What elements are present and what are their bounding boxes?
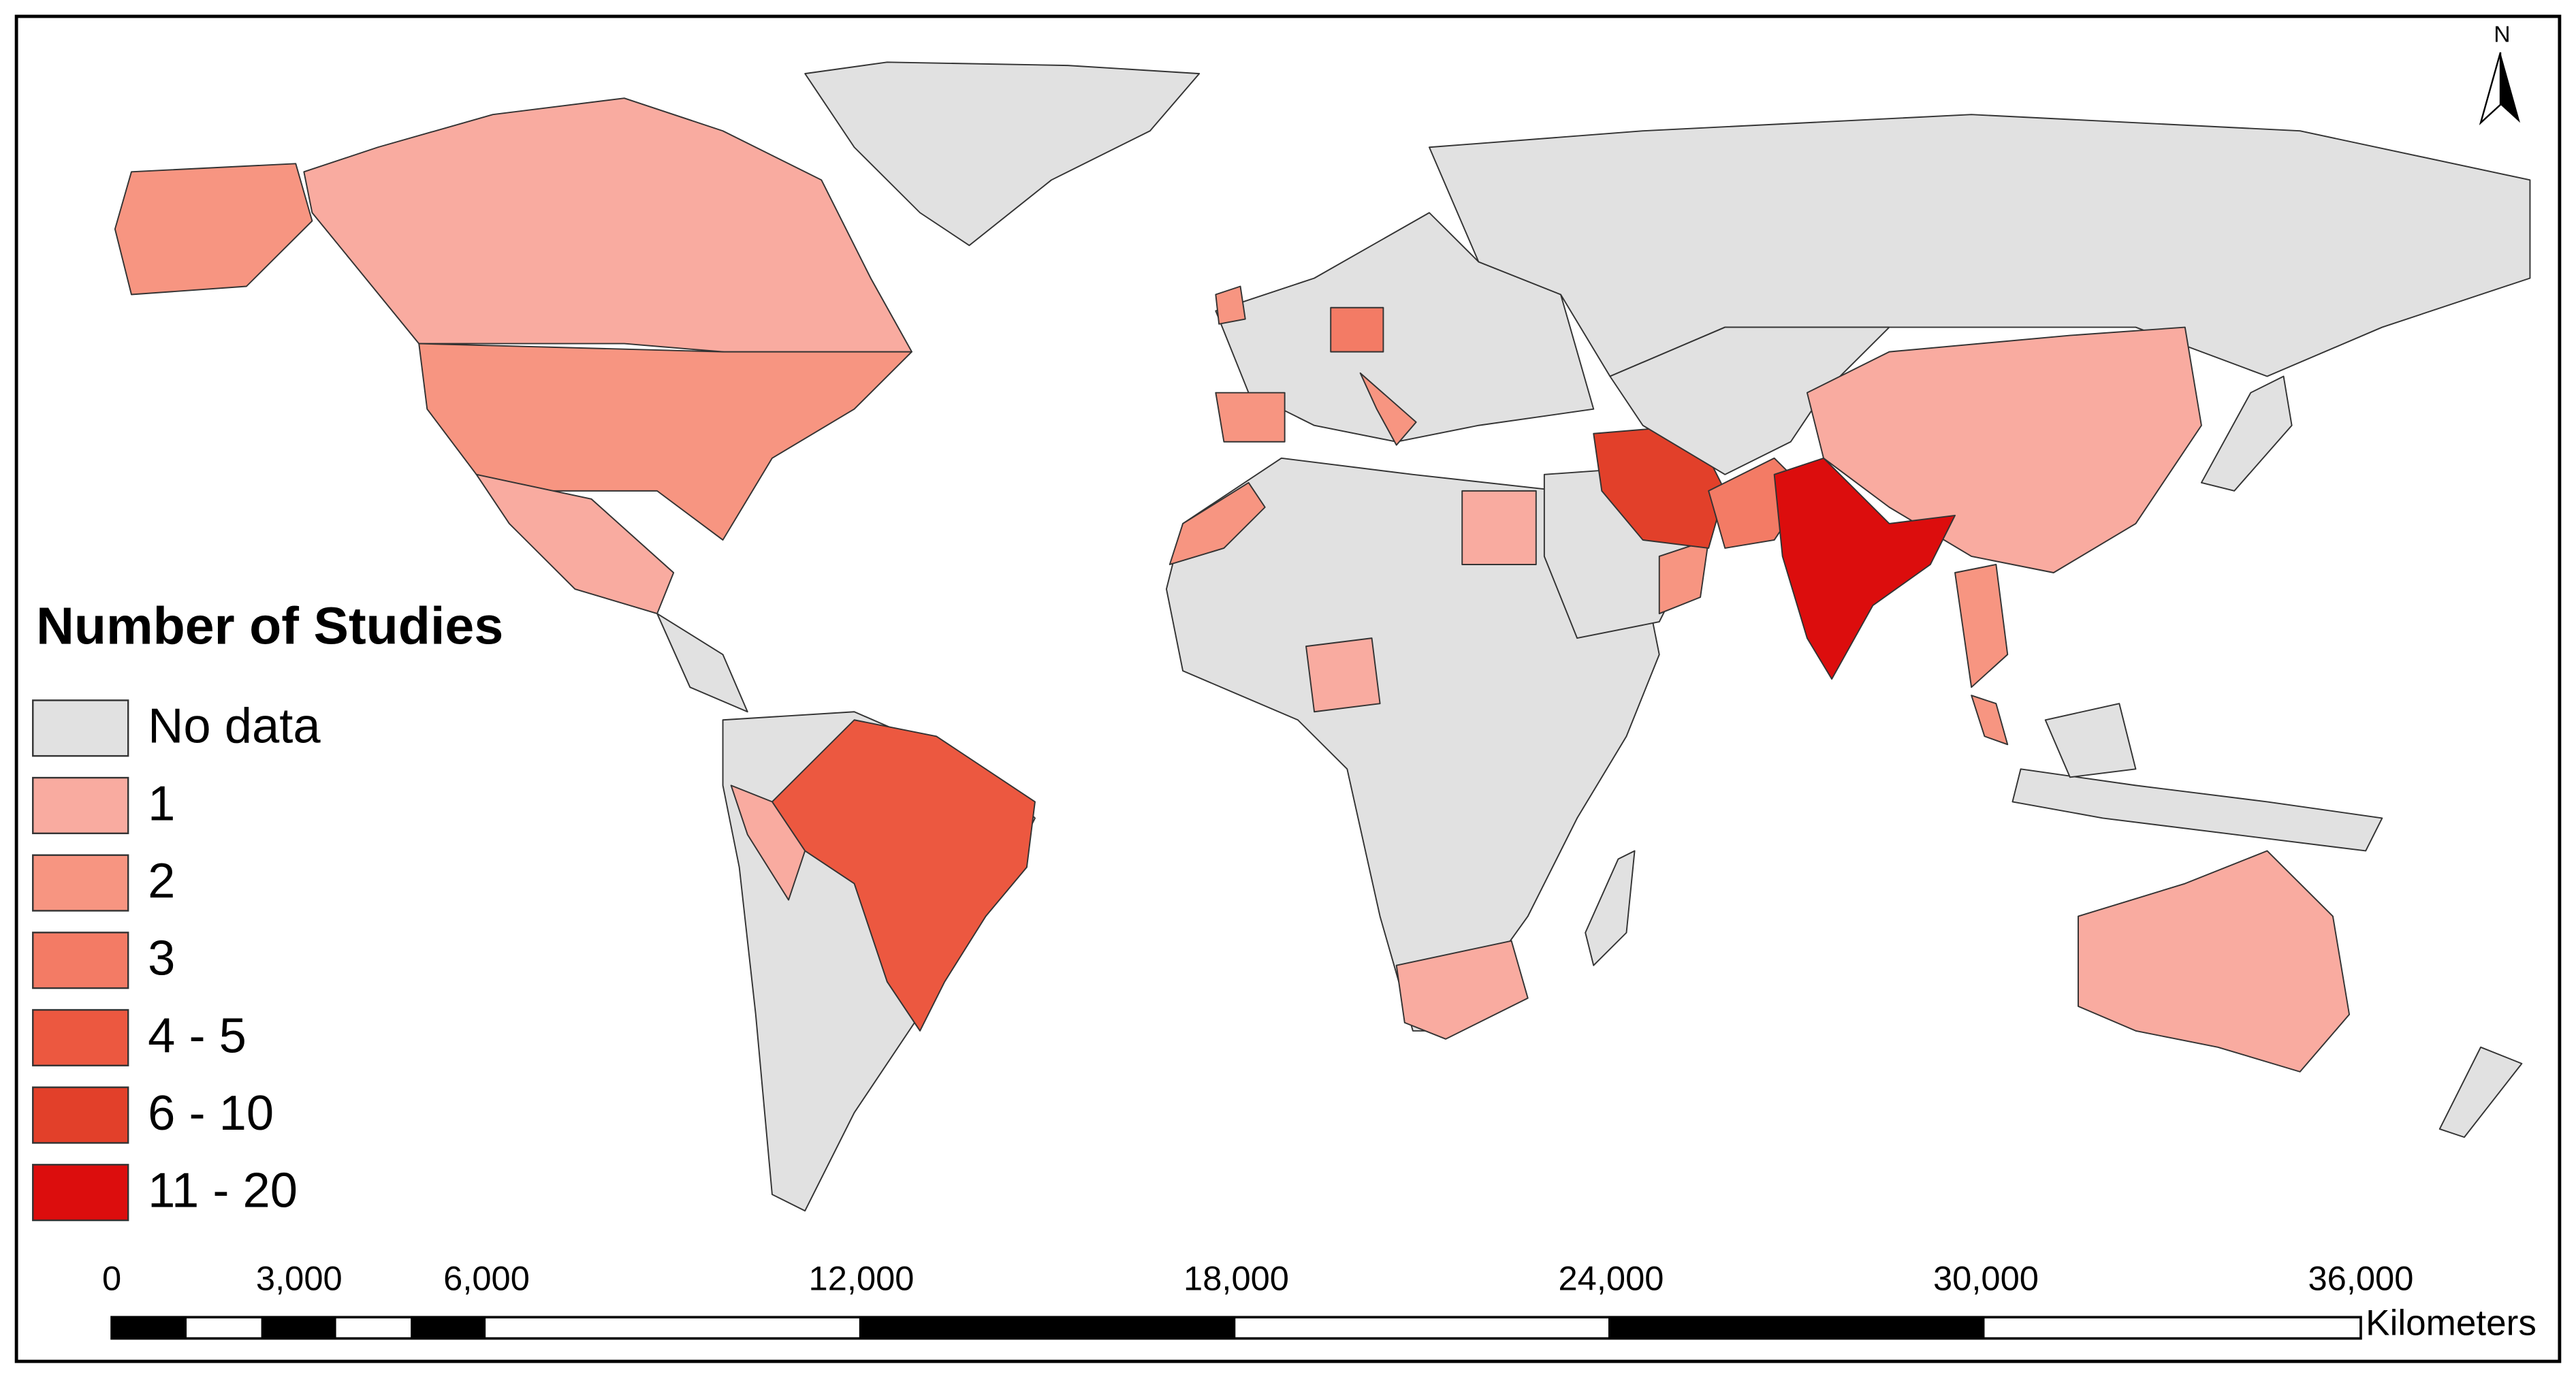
india [1773,457,1956,680]
italy [1359,372,1417,446]
germany [1330,306,1384,353]
greenland [804,61,1200,247]
legend-label: 6 - 10 [148,1086,274,1141]
indonesia [2011,768,2383,852]
japan [2200,375,2293,492]
china [1806,326,2202,573]
scale-bar-segment [859,1317,1236,1339]
legend-swatch [32,854,129,912]
legend-swatch [32,1009,129,1066]
north-arrow: N [2479,22,2520,125]
africa [1166,457,1660,1032]
morocco [1168,481,1266,565]
scale-tick-label: 6,000 [443,1259,530,1298]
scale-bar-segment [112,1317,187,1339]
egypt [1461,490,1537,565]
alaska [114,163,313,296]
legend: No data 1 2 3 4 - 5 6 - 10 11 - 20 [32,699,321,1222]
scale-bar-segment [411,1317,486,1339]
central-asia [1609,326,1890,475]
madagascar [1585,850,1636,966]
legend-swatch [32,1164,129,1222]
legend-swatch [32,699,129,757]
countries [114,61,2531,1212]
legend-label: 1 [148,776,175,831]
north-label: N [2494,22,2510,48]
central-america [656,613,748,713]
australia [2078,850,2351,1073]
thailand [1954,564,2009,688]
scale-unit: Kilometers [2366,1303,2537,1343]
legend-label: 3 [148,932,175,986]
scale-bar-segment [261,1317,336,1339]
peru [730,784,806,901]
scale-bar-segment [1608,1317,1985,1339]
scale-tick-label: 18,000 [1183,1259,1289,1298]
nigeria [1305,637,1381,713]
new-zealand [2438,1046,2523,1138]
brazil [771,719,1036,1032]
russia [1429,114,2531,377]
spain [1215,392,1286,443]
canada [303,97,912,377]
north-arrow-half [2500,52,2520,123]
legend-swatch [32,932,129,989]
uk [1215,285,1246,325]
borneo [2044,703,2137,778]
legend-swatch [32,1086,129,1144]
malaysia [1971,695,2009,746]
legend-swatch [32,776,129,834]
legend-label: 4 - 5 [148,1009,247,1063]
scale-tick-label: 0 [102,1259,121,1298]
north-arrow-half [2479,52,2502,125]
legend-title: Number of Studies [36,597,503,656]
scale-tick-label: 30,000 [1933,1259,2039,1298]
legend-label: 2 [148,854,175,908]
scale-tick-label: 12,000 [809,1259,915,1298]
scale-bar: Kilometers 0 3,000 6,000 12,000 18,000 24,000… [102,1259,2537,1343]
scale-tick-label: 36,000 [2308,1259,2413,1298]
legend-label: 11 - 20 [148,1164,298,1218]
scale-tick-label: 24,000 [1559,1259,1664,1298]
south-africa [1395,940,1529,1040]
scale-tick-label: 3,000 [256,1259,343,1298]
legend-label: No data [148,699,321,754]
